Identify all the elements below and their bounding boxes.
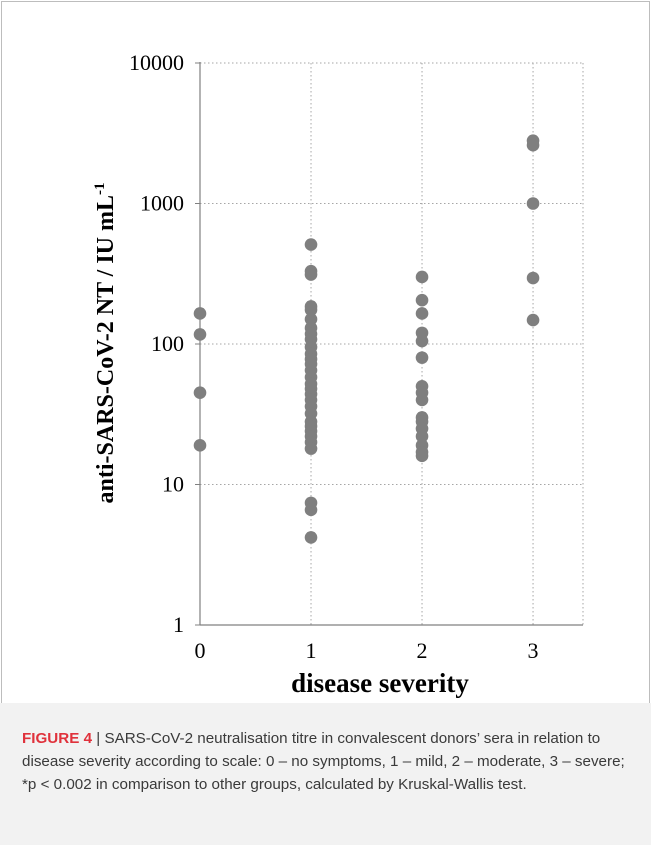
caption-block: FIGURE 4 | SARS-CoV-2 neutralisation tit… bbox=[0, 703, 651, 845]
y-tick-label: 1000 bbox=[140, 191, 184, 216]
data-point bbox=[304, 268, 318, 281]
data-point bbox=[193, 439, 207, 452]
data-point bbox=[526, 271, 540, 285]
x-axis-title: disease severity bbox=[291, 668, 469, 698]
caption-separator: | bbox=[92, 730, 105, 747]
y-tick-label: 10000 bbox=[129, 50, 184, 75]
y-tick-label: 100 bbox=[151, 331, 184, 356]
x-tick-labels: 0 1 2 3 bbox=[195, 638, 539, 663]
data-point bbox=[526, 313, 540, 327]
gridlines bbox=[200, 62, 584, 625]
y-axis-title-main: anti-SARS-CoV-2 NT / IU mL bbox=[93, 195, 119, 503]
data-point bbox=[193, 307, 207, 320]
x-tick-label: 0 bbox=[195, 638, 206, 663]
data-point bbox=[415, 430, 429, 443]
data-point bbox=[415, 449, 429, 463]
data-point bbox=[304, 531, 318, 544]
data-point bbox=[526, 138, 540, 152]
figure-label: FIGURE 4 bbox=[22, 730, 93, 747]
data-point bbox=[415, 334, 429, 348]
data-point bbox=[415, 307, 429, 320]
data-point bbox=[304, 503, 318, 517]
data-point bbox=[304, 303, 318, 317]
caption-text: SARS-CoV-2 neutralisation titre in conva… bbox=[22, 730, 625, 793]
y-tick-labels: 1 10 100 1000 10000 bbox=[129, 50, 184, 637]
data-point bbox=[193, 328, 207, 341]
figure-caption: FIGURE 4 | SARS-CoV-2 neutralisation tit… bbox=[22, 727, 632, 796]
y-tick-label: 1 bbox=[173, 612, 184, 637]
y-axis-title: anti-SARS-CoV-2 NT / IU mL-1 bbox=[92, 183, 119, 504]
y-tick-label: 10 bbox=[162, 472, 184, 497]
x-tick-label: 2 bbox=[417, 638, 428, 663]
data-point bbox=[304, 238, 318, 251]
data-point bbox=[415, 270, 429, 284]
axes bbox=[195, 62, 583, 626]
data-point bbox=[193, 386, 207, 400]
data-point bbox=[304, 442, 318, 455]
y-axis-title-superscript: -1 bbox=[92, 183, 108, 196]
data-point bbox=[415, 351, 429, 364]
x-tick-label: 3 bbox=[528, 638, 539, 663]
data-point bbox=[415, 293, 429, 307]
x-tick-label: 1 bbox=[306, 638, 317, 663]
data-point bbox=[304, 312, 318, 326]
data-points bbox=[193, 134, 540, 544]
data-point bbox=[526, 197, 540, 210]
data-point bbox=[415, 393, 429, 407]
